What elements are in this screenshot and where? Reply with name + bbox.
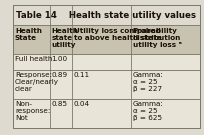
Text: 0.89: 0.89 (51, 72, 68, 78)
Text: Health
state
utility: Health state utility (51, 28, 79, 48)
Text: Utility loss compared
to above health state: Utility loss compared to above health st… (73, 28, 161, 41)
Text: Probability
distribution
utility loss ᵃ: Probability distribution utility loss ᵃ (133, 28, 182, 48)
Text: Gamma:
α = 25
β = 227: Gamma: α = 25 β = 227 (133, 72, 164, 92)
Text: Health
State: Health State (15, 28, 42, 41)
Text: Gamma:
α = 25
β = 625: Gamma: α = 25 β = 625 (133, 101, 164, 122)
Text: 0.04: 0.04 (73, 101, 90, 107)
Text: Table 14    Health state utility values: Table 14 Health state utility values (16, 11, 196, 20)
Text: Full health: Full health (15, 56, 52, 62)
Text: 1.00: 1.00 (51, 56, 68, 62)
Bar (13, 99, 200, 128)
Bar (13, 25, 200, 54)
Text: 0.85: 0.85 (51, 101, 68, 107)
Bar (13, 5, 200, 25)
Text: Non-
response:
Not: Non- response: Not (15, 101, 50, 122)
Text: 0.11: 0.11 (73, 72, 90, 78)
Bar (13, 70, 200, 99)
Text: Response:
Clear/nearly
clear: Response: Clear/nearly clear (15, 72, 59, 92)
Bar (13, 54, 200, 70)
